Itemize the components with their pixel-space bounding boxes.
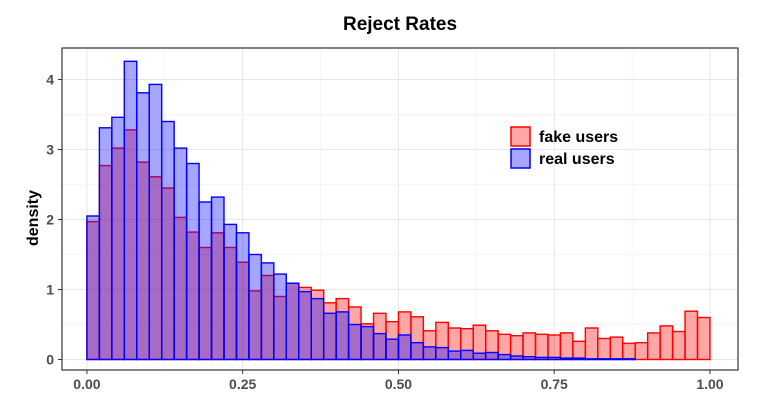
bar-real-users bbox=[210, 196, 225, 361]
bar-fake-users bbox=[684, 310, 699, 361]
bar-real-users bbox=[136, 92, 150, 361]
bar-real-users bbox=[285, 282, 300, 361]
legend-label-fake-users: fake users bbox=[539, 129, 618, 146]
bar-fake-users bbox=[572, 340, 587, 361]
bar-fake-users bbox=[522, 332, 537, 361]
y-tick-label: 3 bbox=[46, 142, 54, 158]
bar-real-users bbox=[372, 332, 387, 361]
plot-border bbox=[61, 47, 739, 371]
bar-fake-users bbox=[547, 334, 562, 361]
bar-fake-users bbox=[534, 333, 549, 361]
legend-key-real-users bbox=[510, 148, 531, 169]
bar-real-users bbox=[484, 351, 499, 361]
bar-real-users bbox=[322, 312, 337, 361]
bar-real-users bbox=[111, 116, 126, 361]
x-tick-label: 0.25 bbox=[229, 376, 256, 392]
y-axis-label: density bbox=[25, 190, 42, 246]
y-axis: 0 1 2 3 4 bbox=[46, 72, 62, 368]
bar-real-users bbox=[360, 325, 375, 361]
y-tick-label: 1 bbox=[46, 282, 54, 298]
x-tick-label: 0.75 bbox=[541, 376, 568, 392]
bar-fake-users bbox=[634, 342, 649, 361]
bar-real-users bbox=[335, 311, 350, 361]
bar-fake-users bbox=[597, 337, 611, 361]
bar-real-users bbox=[622, 358, 636, 361]
x-tick-label: 1.00 bbox=[696, 376, 723, 392]
bar-fake-users bbox=[622, 342, 636, 361]
bar-real-users bbox=[410, 342, 425, 361]
bar-real-users bbox=[597, 358, 611, 361]
y-tick-label: 0 bbox=[46, 352, 54, 368]
chart-title: Reject Rates bbox=[343, 14, 457, 35]
bar-fake-users bbox=[696, 316, 711, 361]
bar-real-users bbox=[397, 334, 412, 361]
legend: fake users real users bbox=[510, 126, 618, 169]
bar-real-users bbox=[235, 232, 250, 361]
x-tick-label: 0.00 bbox=[73, 376, 100, 392]
x-tick-label: 0.50 bbox=[385, 376, 412, 392]
bar-fake-users bbox=[559, 332, 574, 361]
bar-real-users bbox=[198, 201, 213, 361]
bar-real-users bbox=[547, 356, 562, 361]
bars-real-users bbox=[86, 60, 636, 361]
bar-fake-users bbox=[659, 325, 674, 361]
bar-real-users bbox=[347, 323, 362, 361]
bar-real-users bbox=[497, 353, 512, 361]
bar-real-users bbox=[422, 346, 437, 361]
bar-fake-users bbox=[671, 330, 686, 361]
bar-real-users bbox=[472, 352, 487, 361]
bar-real-users bbox=[435, 346, 449, 361]
bar-fake-users bbox=[584, 327, 599, 361]
bar-real-users bbox=[123, 60, 138, 361]
x-axis: 0.00 0.25 0.50 0.75 1.00 bbox=[73, 370, 724, 392]
bar-real-users bbox=[173, 147, 188, 361]
bar-real-users bbox=[385, 338, 400, 361]
bar-real-users bbox=[460, 349, 474, 361]
bar-real-users bbox=[248, 253, 263, 361]
bar-real-users bbox=[98, 127, 113, 361]
bar-real-users bbox=[160, 120, 175, 361]
bar-real-users bbox=[273, 273, 287, 361]
bar-real-users bbox=[572, 357, 587, 361]
bar-fake-users bbox=[646, 332, 661, 361]
bar-fake-users bbox=[609, 336, 624, 361]
bar-real-users bbox=[86, 215, 101, 361]
bar-real-users bbox=[534, 356, 549, 361]
legend-label-real-users: real users bbox=[539, 151, 615, 168]
y-tick-label: 2 bbox=[46, 212, 54, 228]
bar-real-users bbox=[509, 355, 524, 361]
bar-real-users bbox=[609, 358, 624, 361]
bar-real-users bbox=[223, 223, 238, 361]
legend-key-fake-users bbox=[510, 126, 531, 147]
bar-real-users bbox=[522, 356, 537, 361]
bar-real-users bbox=[310, 297, 325, 361]
bar-real-users bbox=[298, 290, 312, 361]
bar-real-users bbox=[148, 83, 163, 361]
bar-real-users bbox=[559, 357, 574, 361]
bar-real-users bbox=[260, 262, 275, 361]
bar-real-users bbox=[447, 350, 462, 361]
bar-real-users bbox=[185, 162, 200, 361]
y-tick-label: 4 bbox=[46, 72, 54, 88]
bar-real-users bbox=[584, 358, 599, 361]
